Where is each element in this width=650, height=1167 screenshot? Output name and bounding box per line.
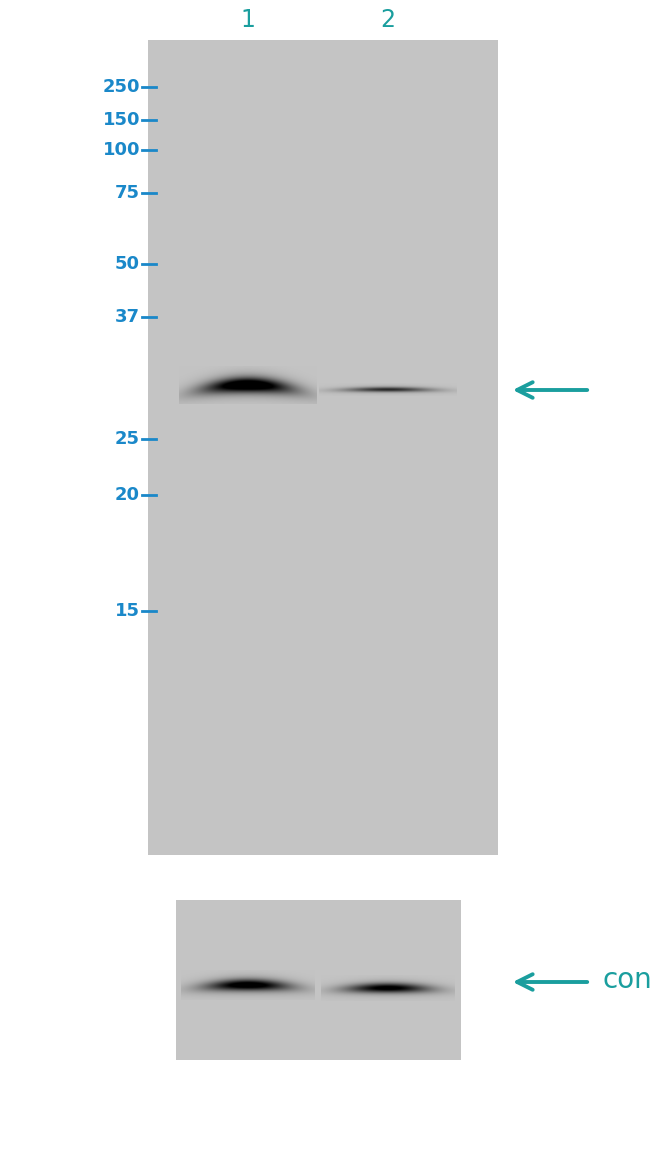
- Bar: [176, 900, 320, 1060]
- Text: 37: 37: [115, 308, 140, 326]
- Bar: [148, 40, 498, 855]
- Text: 100: 100: [103, 141, 140, 159]
- Text: 150: 150: [103, 111, 140, 128]
- Text: 250: 250: [103, 78, 140, 96]
- Text: 2: 2: [380, 8, 395, 32]
- Text: 15: 15: [115, 601, 140, 620]
- Text: 75: 75: [115, 184, 140, 202]
- Bar: [315, 900, 460, 1060]
- Text: 1: 1: [240, 8, 255, 32]
- Text: 50: 50: [115, 256, 140, 273]
- Text: 20: 20: [115, 485, 140, 504]
- Text: 25: 25: [115, 431, 140, 448]
- Text: control: control: [603, 966, 650, 994]
